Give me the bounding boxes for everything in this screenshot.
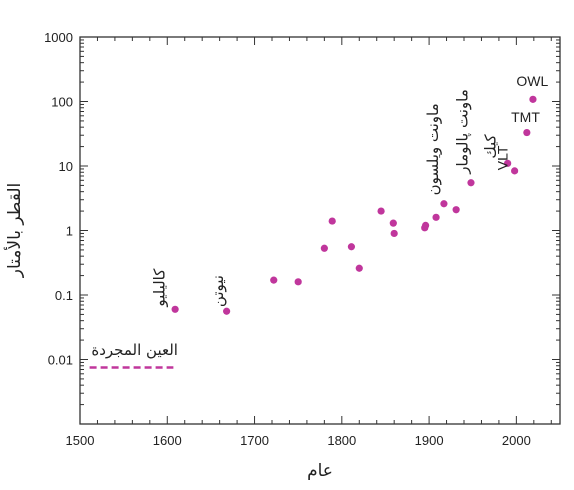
y-tick-label: 1 (66, 224, 73, 239)
x-tick-label: 2000 (502, 433, 531, 448)
annotation-label: نيوتن (209, 275, 227, 307)
data-point (511, 167, 519, 175)
x-axis-label: عام (307, 461, 333, 481)
data-point (467, 179, 475, 187)
data-point (270, 276, 278, 284)
data-point (377, 207, 385, 215)
annotation-label: كاليليو (151, 268, 169, 308)
data-point (171, 305, 179, 313)
x-axis-ticks: 1500 1600 1700 1800 1900 2000 (66, 37, 552, 448)
x-tick-label: 1600 (153, 433, 182, 448)
annotations: العين المجردة كاليليو نيوتن ماونت ويلسون ماو… (91, 73, 548, 359)
annotation-label: كيك (481, 133, 499, 158)
annotation-label: OWL (516, 73, 548, 89)
data-point (440, 200, 448, 208)
annotation-label: TMT (511, 109, 540, 125)
y-tick-label: 10 (59, 159, 73, 174)
data-point (389, 219, 397, 227)
y-tick-label: 0.01 (48, 353, 73, 368)
annotation-label: العين المجردة (91, 341, 178, 359)
annotation-label: ماونت پالومار (453, 89, 472, 174)
x-tick-label: 1700 (240, 433, 269, 448)
data-point (355, 264, 363, 272)
data-point (223, 307, 231, 315)
data-point (452, 206, 460, 214)
y-tick-label: 0.1 (55, 288, 73, 303)
plot-frame (79, 36, 561, 425)
data-point (523, 128, 531, 137)
data-point (504, 159, 512, 167)
x-tick-label: 1800 (327, 433, 356, 448)
data-point (328, 217, 336, 225)
data-points (171, 95, 537, 315)
y-axis-label: القطر بالأمتار (4, 183, 25, 278)
y-tick-label: 100 (51, 95, 73, 110)
x-tick-label: 1500 (66, 433, 95, 448)
data-point (294, 278, 302, 286)
annotation-label: ماونت ويلسون (424, 103, 442, 195)
data-point (347, 243, 356, 251)
data-point (529, 95, 537, 103)
data-point (422, 221, 430, 229)
data-point (390, 229, 398, 238)
y-axis-ticks: 0.01 0.1 1 10 100 1000 (44, 30, 560, 425)
y-tick-label: 1000 (44, 30, 73, 45)
data-point (432, 213, 440, 221)
annotation-label: VLT (495, 145, 511, 170)
x-tick-label: 1900 (415, 433, 444, 448)
data-point (320, 244, 328, 252)
